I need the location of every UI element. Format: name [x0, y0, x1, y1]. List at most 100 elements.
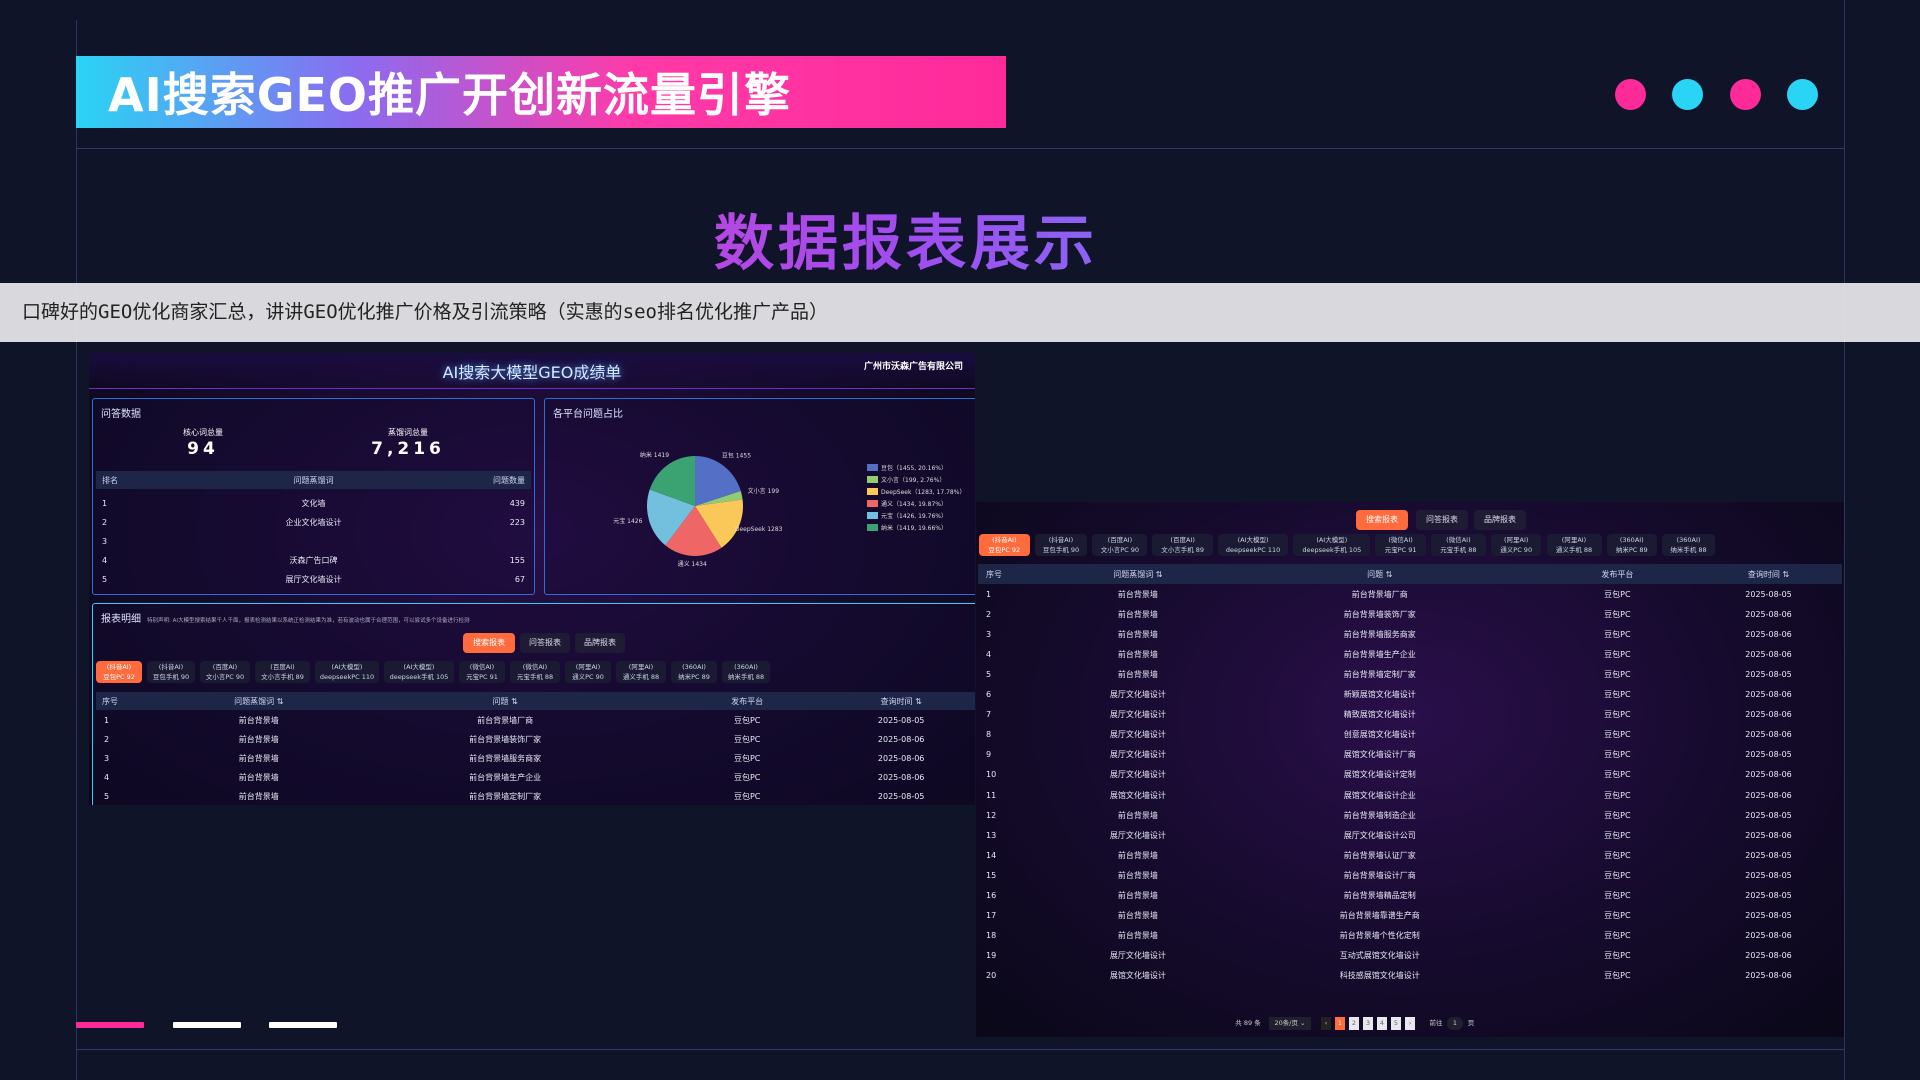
col-count: 问题数量 — [493, 475, 525, 485]
col-header[interactable]: 问题蒸馏词 ⇅ — [1113, 569, 1163, 579]
page-button[interactable]: 3 — [1363, 1017, 1373, 1030]
platform-filter-chip[interactable]: (百度AI) 文小言PC 90 — [1092, 534, 1148, 556]
cell-question: 前台背景墙精品定制 — [1343, 891, 1416, 901]
chip-group: (阿里AI) — [1503, 536, 1529, 544]
chip-label: 通义手机 88 — [622, 673, 660, 681]
tab-search-report[interactable]: 搜索报表 — [1356, 510, 1408, 530]
cell-date: 2025-08-06 — [877, 735, 925, 744]
platform-filter-chip[interactable]: (360AI) 纳米手机 88 — [722, 661, 770, 683]
pie-slice-元宝[interactable] — [647, 489, 695, 546]
slide-indicator[interactable] — [173, 1022, 241, 1028]
legend-item: 纳米（1419, 19.66%） — [867, 521, 965, 533]
pie-slice-纳米[interactable] — [649, 456, 695, 506]
pie-slice-豆包[interactable] — [695, 456, 741, 506]
cell-count: 439 — [509, 499, 525, 508]
platform-filter-chip[interactable]: (AI大模型) deepseek手机 105 — [1293, 534, 1371, 556]
platform-filter-chip[interactable]: (百度AI) 文小言手机 89 — [1152, 534, 1213, 556]
table-row: 6 展厅文化墙设计 新颖展馆文化墙设计 豆包PC 2025-08-06 — [978, 685, 1842, 705]
next-page-button[interactable]: › — [1405, 1017, 1415, 1030]
platform-filter-chip[interactable]: (AI大模型) deepseek手机 105 — [384, 661, 454, 683]
pie-label: 元宝 1426 — [613, 517, 642, 525]
platform-filter-chip[interactable]: (抖音AI) 豆包手机 90 — [1034, 534, 1088, 556]
table-row: 8 展厅文化墙设计 创意展馆文化墙设计 豆包PC 2025-08-06 — [978, 725, 1842, 745]
cell-rank: 5 — [102, 575, 108, 584]
cell-keyword: 展馆文化墙设计 — [1109, 971, 1166, 981]
pie-slice-DeepSeek[interactable] — [695, 499, 743, 548]
platform-filter-chip[interactable]: (AI大模型) deepseekPC 110 — [1217, 534, 1289, 556]
col-header[interactable]: 问题蒸馏词 ⇅ — [234, 696, 284, 706]
cell-rank: 1 — [102, 499, 108, 508]
cell-platform: 豆包PC — [1604, 931, 1631, 941]
platform-filter-chip[interactable]: (微信AI) 元宝PC 91 — [459, 661, 505, 683]
page-button[interactable]: 2 — [1349, 1017, 1359, 1030]
platform-filter-chip[interactable]: (抖音AI) 豆包PC 92 — [96, 661, 142, 683]
platform-filter-chip[interactable]: (微信AI) 元宝手机 88 — [1430, 534, 1486, 556]
decor-dot — [1672, 79, 1703, 110]
chip-group: (百度AI) — [270, 663, 295, 671]
cell-keyword: 前台背景墙 — [1117, 589, 1158, 599]
platform-filter-chip[interactable]: (阿里AI) 通义手机 88 — [1546, 534, 1602, 556]
cell-date: 2025-08-05 — [877, 716, 925, 725]
cell-keyword: 展馆文化墙设计 — [1109, 790, 1166, 800]
cell-keyword: 沃森广告口碑 — [289, 556, 338, 565]
col-header[interactable]: 查询时间 ⇅ — [880, 696, 922, 706]
table-row: 16 前台背景墙 前台背景墙精品定制 豆包PC 2025-08-05 — [978, 886, 1842, 906]
platform-filter-chip[interactable]: (阿里AI) 通义PC 90 — [565, 661, 611, 683]
pie-legend: 豆包（1455, 20.16%） 文小言（199, 2.76%） DeepSeek（… — [867, 461, 965, 533]
platform-filter-chip[interactable]: (抖音AI) 豆包手机 90 — [147, 661, 195, 683]
platform-filter-chip[interactable]: (抖音AI) 豆包PC 92 — [979, 534, 1030, 556]
tab-qa-report[interactable]: 问答报表 — [1416, 510, 1468, 530]
legend-label: DeepSeek（1283, 17.78%） — [881, 488, 966, 496]
cell-question: 展馆文化墙设计企业 — [1343, 790, 1416, 800]
platform-filter-chip[interactable]: (360AI) 纳米手机 88 — [1662, 534, 1715, 556]
page-button[interactable]: 4 — [1377, 1017, 1387, 1030]
col-header[interactable]: 问题 ⇅ — [492, 696, 518, 706]
table-row: 9 展厅文化墙设计 展馆文化墙设计厂商 豆包PC 2025-08-05 — [978, 745, 1842, 765]
cell-platform: 豆包PC — [1604, 971, 1631, 981]
chip-label: 豆包手机 90 — [1042, 546, 1080, 554]
legend-item: 元宝（1426, 19.76%） — [867, 509, 965, 521]
col-header: 发布平台 — [1601, 569, 1634, 579]
prev-page-button[interactable]: ‹ — [1321, 1017, 1331, 1030]
report-table-header: 序号 问题蒸馏词 ⇅ 问题 ⇅ 发布平台 查询时间 ⇅ — [96, 692, 975, 710]
dashboard-header-frame — [89, 353, 975, 389]
platform-filter-chip[interactable]: (360AI) 纳米PC 89 — [1606, 534, 1658, 556]
pie-slice-通义[interactable] — [665, 506, 722, 556]
goto-page-input[interactable]: 1 — [1447, 1017, 1463, 1030]
slide-indicator-active[interactable] — [76, 1022, 144, 1028]
tab-qa-report[interactable]: 问答报表 — [520, 633, 570, 653]
cell-date: 2025-08-06 — [1745, 730, 1792, 740]
page-size-select[interactable]: 20条/页 ⌄ — [1269, 1017, 1311, 1030]
cell-date: 2025-08-06 — [877, 754, 925, 763]
platform-filter-chip[interactable]: (微信AI) 元宝PC 91 — [1375, 534, 1426, 556]
platform-filter-chip[interactable]: (阿里AI) 通义PC 90 — [1490, 534, 1542, 556]
cell-platform: 豆包PC — [1604, 870, 1631, 880]
pie-label: 豆包 1455 — [722, 452, 751, 460]
table-row: 17 前台背景墙 前台背景墙靠谱生产商 豆包PC 2025-08-05 — [978, 906, 1842, 926]
rank-row: 3 — [102, 532, 525, 551]
tab-brand-report[interactable]: 品牌报表 — [1474, 510, 1526, 530]
cell-keyword: 企业文化墙设计 — [285, 518, 342, 527]
platform-filter-chip[interactable]: (百度AI) 文小言手机 89 — [255, 661, 310, 683]
cell-keyword: 展厅文化墙设计 — [1109, 710, 1166, 720]
cell-platform: 豆包PC — [1604, 770, 1631, 780]
page-button[interactable]: 1 — [1335, 1017, 1345, 1030]
platform-filter-chip[interactable]: (微信AI) 元宝手机 88 — [510, 661, 560, 683]
cell-date: 2025-08-05 — [1745, 750, 1792, 760]
platform-filter-chip[interactable]: (AI大模型) deepseekPC 110 — [315, 661, 379, 683]
page-button[interactable]: 5 — [1391, 1017, 1401, 1030]
col-header[interactable]: 问题 ⇅ — [1367, 569, 1393, 579]
tab-search-report[interactable]: 搜索报表 — [463, 633, 515, 653]
footer-divider — [76, 1049, 1844, 1050]
platform-filter-chip[interactable]: (阿里AI) 通义手机 88 — [616, 661, 666, 683]
slide-indicator[interactable] — [269, 1022, 337, 1028]
cell-question: 科技感展馆文化墙设计 — [1339, 971, 1420, 981]
platform-filter-chip[interactable]: (360AI) 纳米PC 89 — [671, 661, 717, 683]
platform-filter-chip[interactable]: (百度AI) 文小言PC 90 — [200, 661, 250, 683]
col-header[interactable]: 查询时间 ⇅ — [1747, 569, 1790, 579]
table-row: 19 展厅文化墙设计 互动式展馆文化墙设计 豆包PC 2025-08-06 — [978, 946, 1842, 966]
cell-index: 4 — [986, 649, 992, 659]
cell-platform: 豆包PC — [1604, 750, 1631, 760]
tab-brand-report[interactable]: 品牌报表 — [575, 633, 625, 653]
pie-slice-文小言[interactable] — [695, 491, 743, 506]
